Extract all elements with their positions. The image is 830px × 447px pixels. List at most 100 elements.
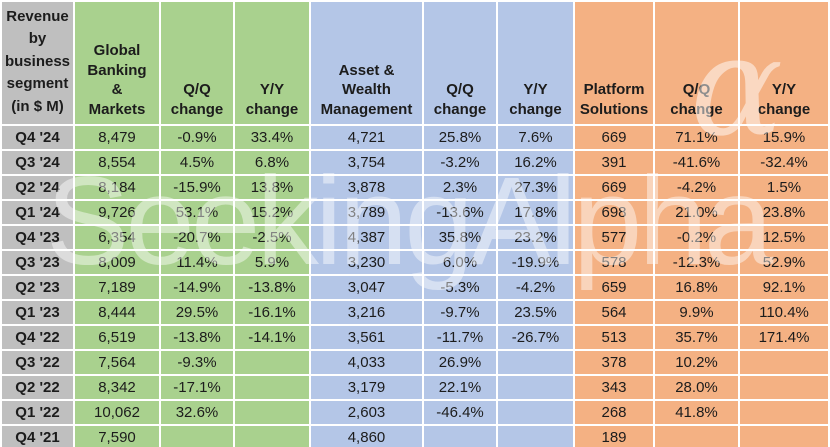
- cell-ps-qq-change: -41.6%: [655, 151, 738, 174]
- cell-awm-qq-change: -11.7%: [424, 326, 496, 349]
- cell-awm-yy-change: 23.5%: [498, 301, 573, 324]
- cell-ps-yy-change: -32.4%: [740, 151, 828, 174]
- cell-awm-yy-change: [498, 401, 573, 424]
- cell-awm-revenue: 3,230: [311, 251, 422, 274]
- row-label-quarter: Q1 '23: [2, 301, 73, 324]
- cell-ps-qq-change: 9.9%: [655, 301, 738, 324]
- row-label-quarter: Q4 '22: [2, 326, 73, 349]
- cell-awm-qq-change: -13.6%: [424, 201, 496, 224]
- cell-ps-revenue: 669: [575, 126, 653, 149]
- cell-ps-qq-change: 41.8%: [655, 401, 738, 424]
- cell-ps-yy-change: 52.9%: [740, 251, 828, 274]
- cell-ps-revenue: 578: [575, 251, 653, 274]
- cell-ps-yy-change: 1.5%: [740, 176, 828, 199]
- table-header: Revenue by business segment (in $ M) Glo…: [2, 2, 828, 124]
- cell-awm-yy-change: 17.8%: [498, 201, 573, 224]
- cell-awm-qq-change: [424, 426, 496, 447]
- header-platform-solutions: Platform Solutions: [575, 2, 653, 124]
- cell-ps-yy-change: 15.9%: [740, 126, 828, 149]
- cell-gbm-qq-change: -13.8%: [161, 326, 233, 349]
- cell-gbm-revenue: 7,564: [75, 351, 159, 374]
- cell-gbm-qq-change: 4.5%: [161, 151, 233, 174]
- row-label-quarter: Q4 '24: [2, 126, 73, 149]
- cell-awm-qq-change: 2.3%: [424, 176, 496, 199]
- cell-ps-yy-change: 12.5%: [740, 226, 828, 249]
- header-asset-wealth-management: Asset & Wealth Management: [311, 2, 422, 124]
- table-row: Q4 '21 7,590 4,860 189: [2, 426, 828, 447]
- cell-ps-qq-change: -12.3%: [655, 251, 738, 274]
- row-label-quarter: Q4 '21: [2, 426, 73, 447]
- cell-ps-revenue: 378: [575, 351, 653, 374]
- cell-awm-revenue: 3,754: [311, 151, 422, 174]
- corner-header-revenue-by-segment: Revenue by business segment (in $ M): [2, 2, 73, 124]
- cell-ps-qq-change: 35.7%: [655, 326, 738, 349]
- cell-ps-qq-change: 28.0%: [655, 376, 738, 399]
- cell-gbm-qq-change: 32.6%: [161, 401, 233, 424]
- cell-awm-yy-change: -19.9%: [498, 251, 573, 274]
- cell-ps-revenue: 564: [575, 301, 653, 324]
- table-row: Q4 '22 6,519 -13.8% -14.1% 3,561 -11.7% -26.7%…: [2, 326, 828, 349]
- table-row: Q4 '23 6,354 -20.7% -2.5% 4,387 35.8% 23.2% 577…: [2, 226, 828, 249]
- cell-awm-yy-change: [498, 351, 573, 374]
- header-gbm-yy-change: Y/Y change: [235, 2, 309, 124]
- cell-awm-revenue: 3,216: [311, 301, 422, 324]
- cell-awm-qq-change: 35.8%: [424, 226, 496, 249]
- cell-awm-yy-change: -26.7%: [498, 326, 573, 349]
- cell-awm-qq-change: 22.1%: [424, 376, 496, 399]
- cell-gbm-qq-change: -0.9%: [161, 126, 233, 149]
- cell-ps-revenue: 343: [575, 376, 653, 399]
- row-label-quarter: Q1 '22: [2, 401, 73, 424]
- cell-awm-revenue: 3,789: [311, 201, 422, 224]
- cell-gbm-yy-change: 15.2%: [235, 201, 309, 224]
- cell-awm-revenue: 3,561: [311, 326, 422, 349]
- table-row: Q2 '24 8,184 -15.9% 13.8% 3,878 2.3% 27.3% 669-…: [2, 176, 828, 199]
- cell-gbm-yy-change: -13.8%: [235, 276, 309, 299]
- cell-gbm-qq-change: [161, 426, 233, 447]
- cell-ps-revenue: 268: [575, 401, 653, 424]
- cell-gbm-yy-change: 5.9%: [235, 251, 309, 274]
- table-row: Q1 '23 8,444 29.5% -16.1% 3,216 -9.7% 23.5% 564…: [2, 301, 828, 324]
- cell-gbm-yy-change: [235, 376, 309, 399]
- cell-gbm-qq-change: 29.5%: [161, 301, 233, 324]
- cell-ps-revenue: 659: [575, 276, 653, 299]
- cell-ps-revenue: 669: [575, 176, 653, 199]
- cell-ps-qq-change: 21.0%: [655, 201, 738, 224]
- cell-awm-revenue: 4,387: [311, 226, 422, 249]
- header-awm-qq-change: Q/Q change: [424, 2, 496, 124]
- row-label-quarter: Q3 '22: [2, 351, 73, 374]
- cell-awm-qq-change: -9.7%: [424, 301, 496, 324]
- table-row: Q3 '24 8,554 4.5% 6.8% 3,754 -3.2% 16.2% 391 -41…: [2, 151, 828, 174]
- cell-awm-yy-change: [498, 376, 573, 399]
- header-awm-yy-change: Y/Y change: [498, 2, 573, 124]
- header-row: Revenue by business segment (in $ M) Glo…: [2, 2, 828, 124]
- cell-ps-qq-change: 16.8%: [655, 276, 738, 299]
- cell-ps-qq-change: 10.2%: [655, 351, 738, 374]
- row-label-quarter: Q4 '23: [2, 226, 73, 249]
- cell-ps-yy-change: 23.8%: [740, 201, 828, 224]
- table-body: Q4 '24 8,479 -0.9% 33.4% 4,721 25.8% 7.6% 669 71…: [2, 126, 828, 447]
- table-row: Q1 '24 9,726 53.1% 15.2% 3,789 -13.6% 17.8% 698…: [2, 201, 828, 224]
- cell-gbm-revenue: 10,062: [75, 401, 159, 424]
- cell-gbm-qq-change: -14.9%: [161, 276, 233, 299]
- cell-ps-revenue: 391: [575, 151, 653, 174]
- cell-gbm-revenue: 8,479: [75, 126, 159, 149]
- table-row: Q2 '22 8,342 -17.1% 3,179 22.1% 343 28.0%: [2, 376, 828, 399]
- header-global-banking-markets: Global Banking & Markets: [75, 2, 159, 124]
- cell-awm-yy-change: -4.2%: [498, 276, 573, 299]
- cell-awm-yy-change: 23.2%: [498, 226, 573, 249]
- cell-ps-qq-change: -4.2%: [655, 176, 738, 199]
- cell-awm-revenue: 3,878: [311, 176, 422, 199]
- table-row: Q2 '23 7,189 -14.9% -13.8% 3,047 -5.3% -4.2% 65…: [2, 276, 828, 299]
- table-row: Q4 '24 8,479 -0.9% 33.4% 4,721 25.8% 7.6% 669 71…: [2, 126, 828, 149]
- cell-ps-yy-change: [740, 351, 828, 374]
- cell-gbm-yy-change: 33.4%: [235, 126, 309, 149]
- cell-awm-qq-change: -5.3%: [424, 276, 496, 299]
- cell-gbm-yy-change: 6.8%: [235, 151, 309, 174]
- cell-awm-yy-change: [498, 426, 573, 447]
- cell-ps-yy-change: 110.4%: [740, 301, 828, 324]
- row-label-quarter: Q3 '24: [2, 151, 73, 174]
- cell-ps-revenue: 513: [575, 326, 653, 349]
- cell-gbm-yy-change: -14.1%: [235, 326, 309, 349]
